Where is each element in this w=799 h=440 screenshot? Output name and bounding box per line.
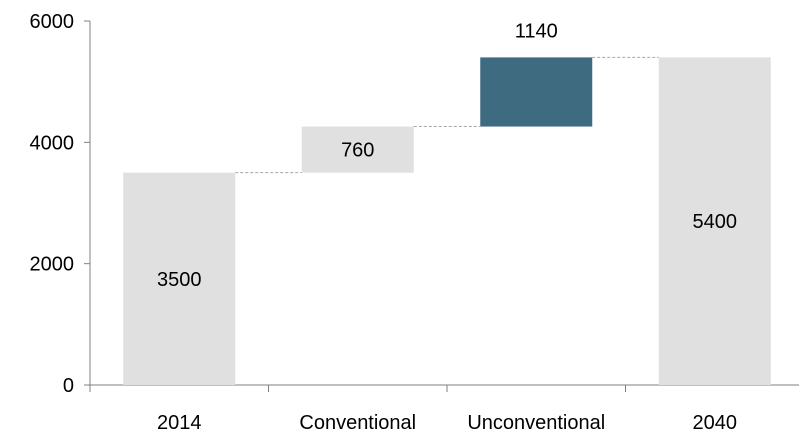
connector-lines — [235, 56, 659, 174]
bar-conventional — [301, 126, 414, 173]
data-label: 3500 — [157, 269, 202, 291]
x-tick-label: Conventional — [299, 412, 416, 434]
bar-2040 — [658, 57, 771, 386]
bar-2014 — [123, 172, 236, 385]
y-tick-label: 4000 — [30, 132, 75, 154]
data-label: 760 — [341, 140, 374, 162]
data-label: 5400 — [693, 211, 738, 233]
bar-unconventional — [480, 57, 593, 127]
bars — [123, 57, 771, 386]
y-tick-label: 2000 — [30, 254, 75, 276]
x-tick-label: 2040 — [693, 412, 738, 434]
x-tick-label: 2014 — [157, 412, 202, 434]
x-tick-label: Unconventional — [467, 412, 605, 434]
y-tick-label: 6000 — [30, 11, 75, 33]
axes: 0 2000 4000 6000 2014 Conventional Unconventio… — [30, 11, 799, 434]
data-labels: 3500 760 1140 5400 — [157, 20, 737, 290]
y-tick-label: 0 — [63, 375, 74, 397]
data-label: 1140 — [515, 20, 558, 42]
